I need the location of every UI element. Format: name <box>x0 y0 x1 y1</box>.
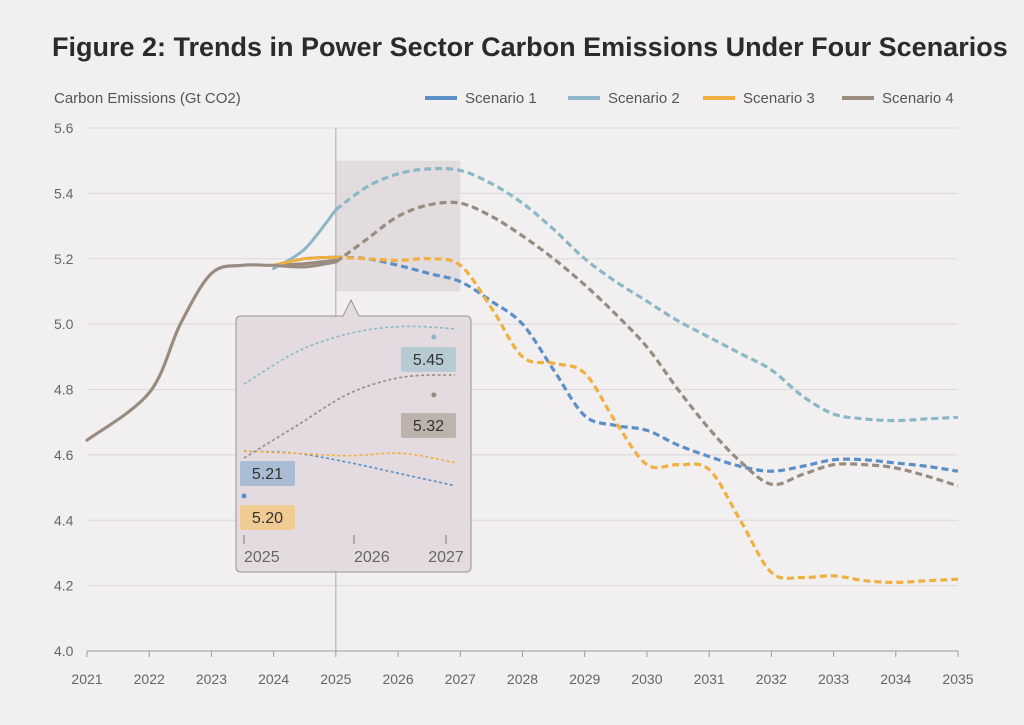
y-tick-label: 5.6 <box>54 120 74 136</box>
legend-label: Scenario 4 <box>882 90 954 107</box>
x-tick-label: 2030 <box>631 671 662 687</box>
zoom-inset: 2025 2026 2027 5.21 5.45 5.20 5.32 <box>235 298 472 573</box>
x-tick-label: 2035 <box>942 671 973 687</box>
y-tick-label: 5.4 <box>54 185 74 201</box>
x-tick-labels: 2021 2022 2023 2024 2025 2026 2027 2028 2029 2030… <box>71 651 974 687</box>
scenario-2-projection-line <box>334 166 959 423</box>
x-tick-label: 2022 <box>134 671 165 687</box>
x-tick-label: 2032 <box>756 671 787 687</box>
inset-value-badge: 5.45 <box>401 347 456 372</box>
badge-value: 5.20 <box>252 510 283 527</box>
x-tick-label: 2033 <box>818 671 849 687</box>
x-tick-label: 2029 <box>569 671 600 687</box>
badge-bg <box>240 461 295 486</box>
scenario-4-solid-line <box>272 260 338 269</box>
y-tick-label: 4.6 <box>54 447 74 463</box>
y-axis-label: Carbon Emissions (Gt CO2) <box>54 90 241 107</box>
x-tick-label: 2023 <box>196 671 227 687</box>
x-tick-label: 2031 <box>694 671 725 687</box>
inset-value-badge: 5.32 <box>401 413 456 438</box>
y-tick-label: 4.0 <box>54 643 74 659</box>
badge-value: 5.21 <box>252 466 283 483</box>
highlight-box <box>335 160 461 292</box>
legend-label: Scenario 2 <box>608 90 680 107</box>
inset-tick-label: 2027 <box>428 549 464 566</box>
inset-point <box>241 493 247 499</box>
scenario-3-inset-line <box>243 450 456 464</box>
legend-label: Scenario 1 <box>465 90 537 107</box>
y-tick-label: 4.2 <box>54 578 74 594</box>
x-tick-label: 2028 <box>507 671 538 687</box>
scenario-3-projection-line <box>335 255 959 585</box>
y-tick-label: 4.8 <box>54 382 74 398</box>
x-tick-label: 2021 <box>71 671 102 687</box>
inset-value-badge: 5.20 <box>240 505 295 530</box>
scenario-4-inset-line <box>243 374 456 459</box>
badge-value: 5.32 <box>413 418 444 435</box>
legend-label: Scenario 3 <box>743 90 815 107</box>
inset-point <box>431 334 437 340</box>
scenario-3-solid-line <box>272 255 338 267</box>
history-line <box>85 258 338 442</box>
x-tick-label: 2027 <box>445 671 476 687</box>
inset-value-badge: 5.21 <box>240 461 295 486</box>
badge-bg <box>401 347 456 372</box>
legend-item: Scenario 1 <box>425 90 537 107</box>
badge-value: 5.45 <box>413 352 444 369</box>
x-tick-label: 2034 <box>880 671 911 687</box>
legend: Scenario 1 Scenario 2 Scenario 3 Scenario 4 <box>425 90 954 107</box>
x-tick-label: 2025 <box>320 671 351 687</box>
badge-bg <box>240 505 295 530</box>
legend-item: Scenario 2 <box>568 90 680 107</box>
chart-title: Figure 2: Trends in Power Sector Carbon … <box>52 32 1008 62</box>
legend-item: Scenario 4 <box>842 90 954 107</box>
y-tick-label: 5.2 <box>54 251 74 267</box>
inset-tick-label: 2026 <box>354 549 390 566</box>
scenario-2-inset-line <box>243 325 456 385</box>
x-tick-label: 2026 <box>382 671 413 687</box>
inset-tick-label: 2025 <box>244 549 280 566</box>
legend-item: Scenario 3 <box>703 90 815 107</box>
y-tick-label: 5.0 <box>54 316 74 332</box>
series-lines <box>85 166 959 585</box>
scenario-4-projection-line <box>334 200 959 488</box>
inset-point <box>431 392 437 398</box>
y-tick-label: 4.4 <box>54 512 74 528</box>
scenario-1-projection-line <box>335 255 959 473</box>
y-tick-labels: 4.0 4.2 4.4 4.6 4.8 5.0 5.2 5.4 5.6 <box>54 120 74 659</box>
grid <box>87 127 958 652</box>
badge-bg <box>401 413 456 438</box>
x-tick-label: 2024 <box>258 671 289 687</box>
